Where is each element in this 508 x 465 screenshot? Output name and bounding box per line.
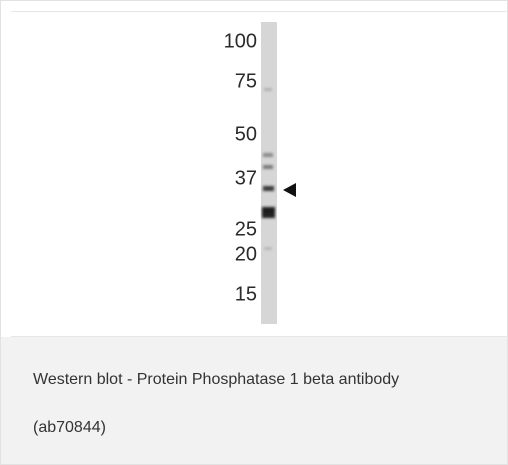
marker-label: 37 xyxy=(235,167,257,189)
band xyxy=(263,153,273,157)
marker-label: 25 xyxy=(235,218,257,240)
page: 100 75 50 37 25 20 15 Western blot - Protein P… xyxy=(0,0,508,465)
marker-label: 100 xyxy=(224,30,257,52)
marker-label: 20 xyxy=(235,243,257,265)
marker-label: 50 xyxy=(235,123,257,145)
lane xyxy=(261,22,277,324)
blot: 100 75 50 37 25 20 15 xyxy=(11,12,507,336)
markers: 100 75 50 37 25 20 15 xyxy=(224,30,257,305)
arrow xyxy=(283,183,296,197)
marker-label: 75 xyxy=(235,70,257,92)
band xyxy=(264,88,272,91)
figure-card: 100 75 50 37 25 20 15 Western blot - Protein P… xyxy=(0,0,508,465)
band xyxy=(262,207,275,214)
caption: Western blot - Protein Phosphatase 1 bet… xyxy=(1,337,507,464)
band xyxy=(263,165,273,169)
band xyxy=(264,247,272,250)
marker-label: 15 xyxy=(235,283,257,305)
caption-line: (ab70844) xyxy=(33,419,106,437)
blot-image: 100 75 50 37 25 20 15 xyxy=(11,11,507,337)
caption-line: Western blot - Protein Phosphatase 1 bet… xyxy=(33,371,399,389)
band xyxy=(263,186,274,191)
band xyxy=(262,213,275,218)
